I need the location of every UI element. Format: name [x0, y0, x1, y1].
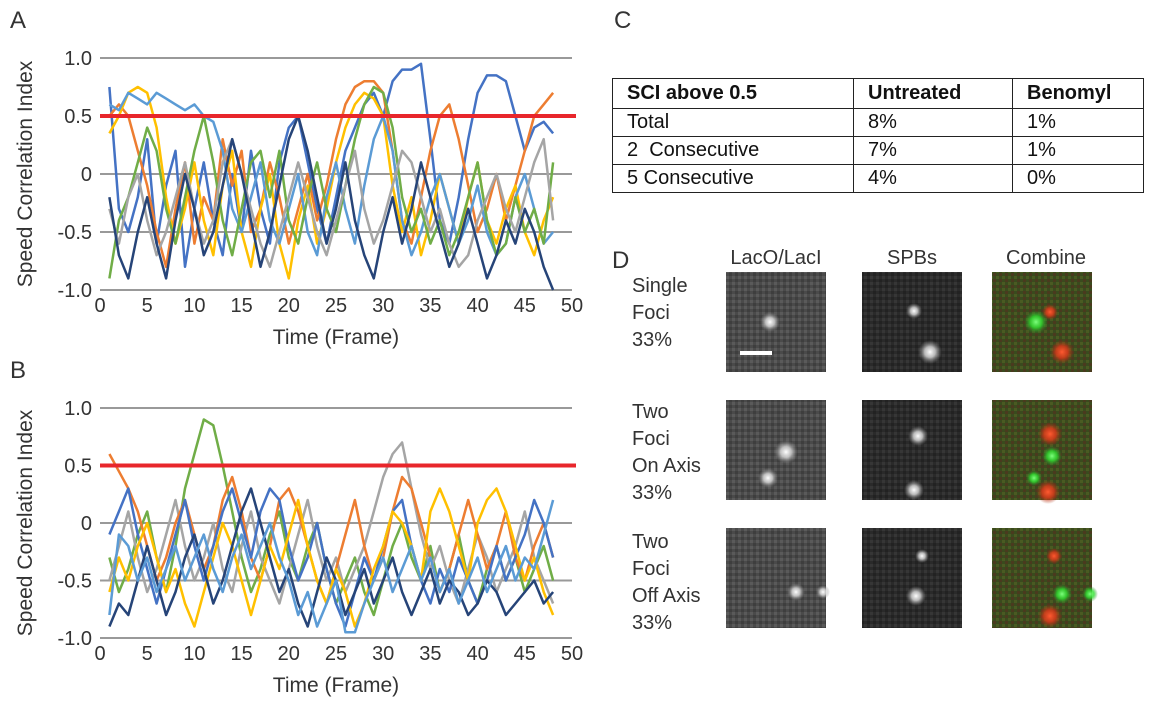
x-tick-label: 40 [466, 295, 488, 317]
x-tick-label: 0 [94, 295, 105, 317]
x-tick-label: 15 [230, 295, 252, 317]
panel-label: A [10, 7, 26, 34]
header-cell: Benomyl [1012, 78, 1144, 109]
y-tick-label: -0.5 [58, 222, 92, 244]
x-tick-label: 40 [466, 643, 488, 665]
row-label: Two [632, 531, 669, 553]
panel-label: D [612, 247, 629, 274]
series-line [108, 91, 555, 257]
table-row: Total 8% 1% [612, 108, 1144, 137]
row-label: 33% [632, 329, 672, 351]
row-label: 33% [632, 612, 672, 634]
cell: 0% [1012, 164, 1144, 193]
x-tick-label: 10 [183, 295, 205, 317]
header-cell: Untreated [853, 78, 1013, 109]
column-header: Combine [1006, 247, 1086, 269]
y-tick-label: -1.0 [58, 280, 92, 302]
y-tick-label: -1.0 [58, 628, 92, 650]
panel-label: B [10, 357, 26, 384]
row-label: Foci [632, 428, 670, 450]
header-cell: SCI above 0.5 [612, 78, 854, 109]
row-label: Single [632, 275, 688, 297]
y-tick-label: 1.0 [64, 48, 92, 70]
x-tick-label: 20 [278, 295, 300, 317]
table-row: 5 Consecutive 4% 0% [612, 164, 1144, 193]
cell: 5 Consecutive [612, 164, 854, 193]
column-header: SPBs [887, 247, 937, 269]
y-tick-label: 0.5 [64, 106, 92, 128]
y-tick-label: -0.5 [58, 571, 92, 593]
y-tick-label: 0 [81, 164, 92, 186]
column-header: LacO/LacI [730, 247, 821, 269]
y-tick-label: 1.0 [64, 398, 92, 420]
scale-bar [740, 351, 772, 355]
x-tick-label: 35 [419, 295, 441, 317]
micrographs [726, 272, 1098, 628]
panel-label: C [614, 7, 631, 34]
x-tick-label: 15 [230, 643, 252, 665]
x-tick-label: 30 [372, 295, 394, 317]
row-label: 33% [632, 482, 672, 504]
series-line [108, 499, 555, 634]
x-tick-label: 50 [561, 643, 583, 665]
x-axis-label: Time (Frame) [273, 674, 399, 697]
x-tick-label: 35 [419, 643, 441, 665]
cell: 4% [853, 164, 1013, 193]
y-axis-label: Speed Correlation Index [14, 409, 37, 636]
cell: 1% [1012, 136, 1144, 165]
x-tick-label: 20 [278, 643, 300, 665]
row-label: Foci [632, 302, 670, 324]
x-tick-label: 0 [94, 643, 105, 665]
series-line [108, 487, 555, 628]
row-label: Off Axis [632, 585, 701, 607]
row-label: Two [632, 401, 669, 423]
x-tick-label: 25 [325, 643, 347, 665]
x-axis-label: Time (Frame) [273, 326, 399, 349]
row-label: On Axis [632, 455, 701, 477]
cell: 7% [853, 136, 1013, 165]
x-tick-label: 45 [514, 643, 536, 665]
x-tick-label: 5 [142, 643, 153, 665]
series-line [108, 114, 555, 291]
x-tick-label: 25 [325, 295, 347, 317]
y-tick-label: 0 [81, 513, 92, 535]
x-tick-label: 30 [372, 643, 394, 665]
y-tick-label: 0.5 [64, 456, 92, 478]
y-axis-label: Speed Correlation Index [14, 60, 37, 287]
cell: 2 Consecutive [612, 136, 854, 165]
series-line [108, 137, 555, 269]
sci-table: SCI above 0.5 Untreated Benomyl Total 8% 1… [612, 78, 1144, 193]
x-tick-label: 50 [561, 295, 583, 317]
x-tick-label: 10 [183, 643, 205, 665]
cell: 1% [1012, 108, 1144, 137]
table-header: SCI above 0.5 Untreated Benomyl [612, 78, 1144, 109]
row-label: Foci [632, 558, 670, 580]
series-line [108, 85, 555, 279]
cell: 8% [853, 108, 1013, 137]
x-tick-label: 5 [142, 295, 153, 317]
series-line [108, 487, 555, 628]
x-tick-label: 45 [514, 295, 536, 317]
cell: Total [612, 108, 854, 137]
table-row: 2 Consecutive 7% 1% [612, 136, 1144, 165]
